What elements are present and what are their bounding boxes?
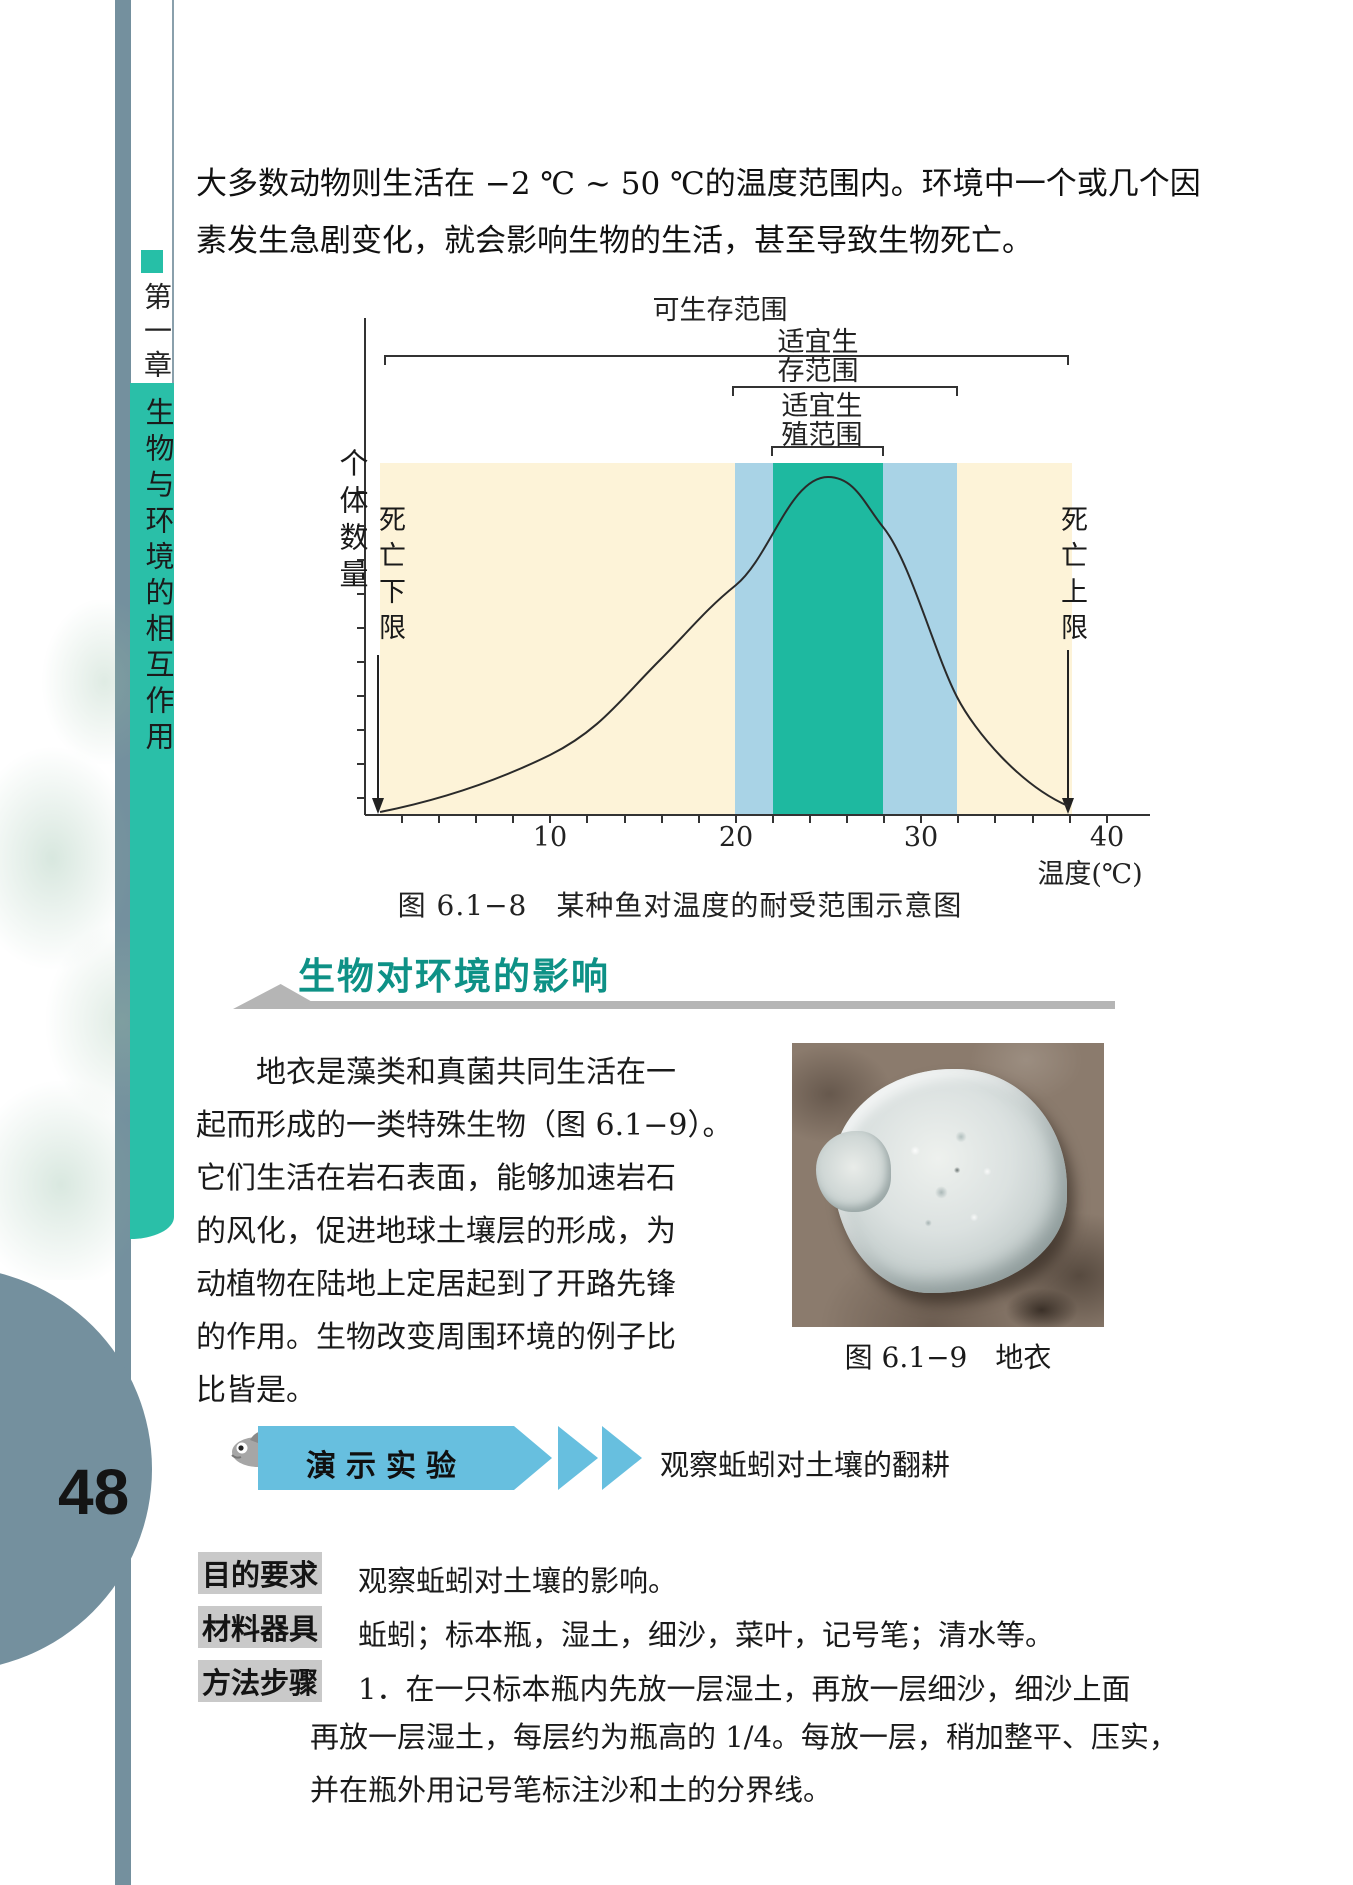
text-line: 比皆是。 xyxy=(196,1373,316,1408)
experiment-title: 观察蚯蚓对土壤的翻耕 xyxy=(660,1448,951,1482)
x-tick-label: 20 xyxy=(718,822,754,853)
region-suitable-survival-right xyxy=(883,463,957,815)
chart-death-upper-label: 死亡上限 xyxy=(1056,505,1087,649)
section-heading: 生物对环境的影响 xyxy=(298,956,610,997)
bracket-survivable xyxy=(384,355,1069,365)
chart-x-axis-unit: 温度(℃) xyxy=(1037,859,1143,890)
chart-caption: 图 6.1−8 某种鱼对温度的耐受范围示意图 xyxy=(397,889,963,922)
row-text-purpose: 观察蚯蚓对土壤的影响。 xyxy=(358,1564,678,1598)
chapter-title-band xyxy=(130,383,174,1239)
text-line: 它们生活在岩石表面，能够加速岩石 xyxy=(196,1161,676,1196)
bracket-suitable-survival xyxy=(732,386,958,396)
y-axis-ticks xyxy=(357,491,365,799)
row-text-method: 1．在一只标本瓶内先放一层湿土，再放一层细沙，细沙上面 xyxy=(358,1672,1131,1706)
chevron-icon xyxy=(558,1426,598,1490)
region-suitable-survival-left xyxy=(735,463,773,815)
experiment-banner xyxy=(258,1426,642,1490)
label-line: 存范围 xyxy=(777,356,859,387)
sidebar-rule xyxy=(172,0,174,383)
bracket-suitable-reproduction xyxy=(771,446,884,456)
banner-pennant xyxy=(258,1426,552,1490)
chart-y-axis-label: 个体数量 xyxy=(335,448,369,596)
x-tick-label: 10 xyxy=(532,822,568,853)
text-line: 起而形成的一类特殊生物（图 6.1−9）。 xyxy=(196,1108,733,1143)
x-tick-label: 40 xyxy=(1089,822,1125,853)
chapter-marker-icon xyxy=(141,250,163,273)
chart-label-suitable-reproduction: 适宜生 殖范围 xyxy=(782,392,863,450)
intro-paragraph: 大多数动物则生活在 −2 ℃ ~ 50 ℃的温度范围内。环境中一个或几个因 素发… xyxy=(196,156,1201,270)
row-label-materials: 材料器具 xyxy=(198,1606,322,1648)
chapter-label: 第一章 xyxy=(140,282,173,384)
x-tick-label: 30 xyxy=(903,822,939,853)
chart-label-survivable-range: 可生存范围 xyxy=(652,295,788,326)
text-line: 地衣是藻类和真菌共同生活在一 xyxy=(256,1055,676,1090)
text-line: 的作用。生物改变周围环境的例子比 xyxy=(196,1320,676,1355)
lichen-blob xyxy=(816,1068,1067,1293)
page-number: 48 xyxy=(58,1456,130,1528)
text-line: 并在瓶外用记号笔标注沙和土的分界线。 xyxy=(310,1773,833,1807)
photo-caption: 图 6.1−9 地衣 xyxy=(844,1341,1052,1374)
lichen-paragraph: 地衣是藻类和真菌共同生活在一 起而形成的一类特殊生物（图 6.1−9）。 它们生… xyxy=(196,1050,732,1421)
death-lower-arrow xyxy=(372,655,384,814)
experiment-banner-label: 演示实验 xyxy=(306,1449,466,1484)
row-label-method: 方法步骤 xyxy=(198,1660,322,1702)
row-text-materials: 蚯蚓；标本瓶，湿土，细沙，菜叶，记号笔；清水等。 xyxy=(358,1618,1055,1652)
text-line: 的风化，促进地球土壤层的形成，为 xyxy=(196,1214,676,1249)
region-survivable xyxy=(380,463,1072,815)
text-line: 素发生急剧变化，就会影响生物的生活，甚至导致生物死亡。 xyxy=(196,223,1033,259)
chevron-icon xyxy=(602,1426,642,1490)
label-line: 适宜生 xyxy=(777,327,859,358)
row-label-purpose: 目的要求 xyxy=(198,1552,322,1594)
tolerance-curve xyxy=(379,475,1069,813)
chart-label-suitable-survival: 适宜生 存范围 xyxy=(778,328,859,386)
text-line: 动植物在陆地上定居起到了开路先锋 xyxy=(196,1267,676,1302)
chart-death-lower-label: 死亡下限 xyxy=(374,505,405,649)
tolerance-chart xyxy=(357,318,1150,823)
chapter-title: 生物与环境的相互作用 xyxy=(141,397,175,757)
region-suitable-reproduction xyxy=(773,463,883,815)
label-line: 适宜生 xyxy=(781,391,863,422)
label-line: 殖范围 xyxy=(781,420,863,451)
text-line: 再放一层湿土，每层约为瓶高的 1/4。每放一层，稍加整平、压实， xyxy=(310,1720,1178,1754)
lichen-photo xyxy=(792,1043,1104,1327)
text-line: 大多数动物则生活在 −2 ℃ ~ 50 ℃的温度范围内。环境中一个或几个因 xyxy=(196,166,1201,202)
x-axis-ticks xyxy=(401,815,1108,823)
